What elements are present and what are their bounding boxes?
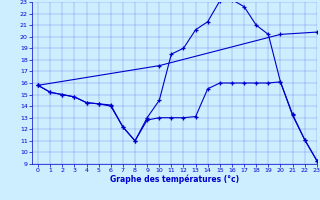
X-axis label: Graphe des températures (°c): Graphe des températures (°c) (110, 175, 239, 184)
